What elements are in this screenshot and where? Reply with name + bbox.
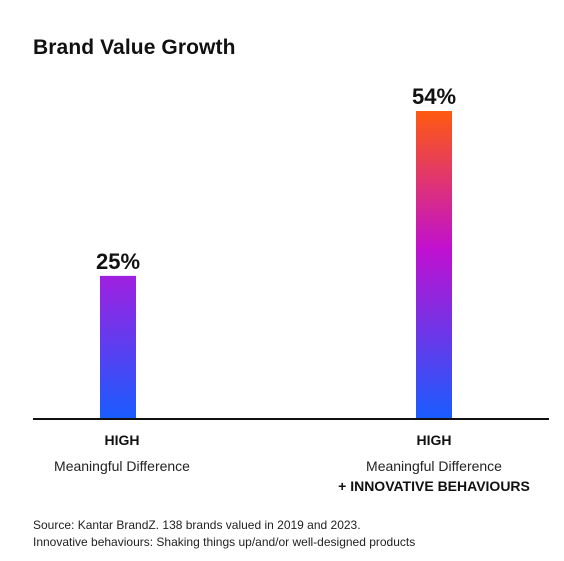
category-sub-label: Meaningful Difference — [54, 458, 190, 474]
footnote-source: Source: Kantar BrandZ. 138 brands valued… — [33, 518, 361, 532]
footnote-definition: Innovative behaviours: Shaking things up… — [33, 535, 416, 549]
category-extra-label: + INNOVATIVE BEHAVIOURS — [338, 478, 530, 494]
category-label-1: HIGH Meaningful Difference — [0, 430, 252, 476]
category-main-label: HIGH — [416, 432, 452, 448]
source-note: Source: Kantar BrandZ. 138 brands valued… — [33, 517, 415, 551]
category-sub-label: Meaningful Difference — [366, 458, 502, 474]
category-main-label: HIGH — [104, 432, 140, 448]
bar-value-label-2: 54% — [412, 84, 456, 109]
bar-value-label-1: 25% — [96, 249, 140, 274]
chart-title: Brand Value Growth — [33, 36, 236, 59]
bar-1 — [100, 275, 136, 418]
bar-2 — [416, 111, 452, 418]
category-label-2: HIGH Meaningful Difference + INNOVATIVE … — [304, 430, 564, 496]
